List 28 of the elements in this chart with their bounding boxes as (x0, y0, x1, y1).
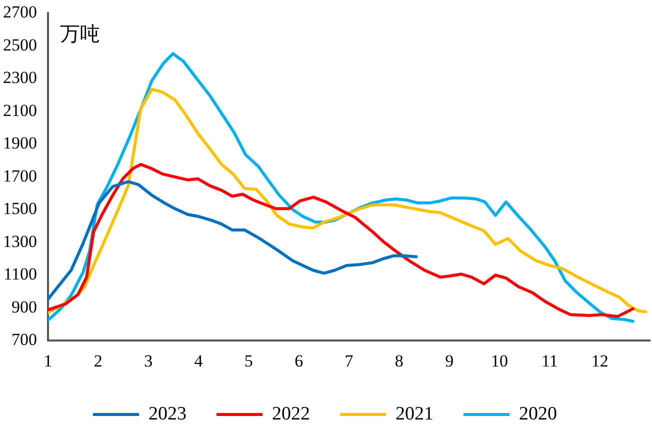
x-tick-label: 12 (591, 351, 608, 370)
y-tick-label: 1300 (3, 232, 37, 251)
x-tick-label: 4 (194, 351, 204, 370)
y-tick-label: 900 (12, 297, 37, 316)
legend-label: 2023 (148, 403, 186, 424)
y-tick-label: 1900 (3, 134, 37, 153)
y-tick-label: 2500 (3, 35, 37, 54)
x-tick-label: 2 (94, 351, 102, 370)
y-tick-label: 1500 (3, 199, 37, 218)
y-tick-label: 2100 (3, 100, 37, 120)
legend-label: 2022 (272, 403, 310, 424)
x-tick-label: 6 (294, 351, 304, 370)
y-tick-label: 700 (12, 330, 37, 350)
x-tick-label: 7 (344, 351, 354, 370)
y-tick-label: 2700 (3, 2, 37, 22)
x-tick-label: 9 (445, 351, 454, 370)
y-tick-label: 1100 (4, 264, 37, 284)
x-tick-label: 5 (244, 351, 253, 370)
x-tick-label: 3 (144, 351, 153, 370)
legend-label: 2020 (519, 403, 557, 424)
x-tick-label: 1 (44, 351, 52, 370)
y-tick-label: 1700 (3, 166, 37, 186)
x-tick-label: 8 (394, 351, 404, 370)
y-tick-label: 2300 (3, 68, 37, 88)
x-tick-label: 10 (491, 351, 508, 370)
annotation: 万吨 (60, 23, 100, 46)
x-tick-label: 11 (541, 351, 558, 370)
legend-label: 2021 (396, 403, 434, 424)
